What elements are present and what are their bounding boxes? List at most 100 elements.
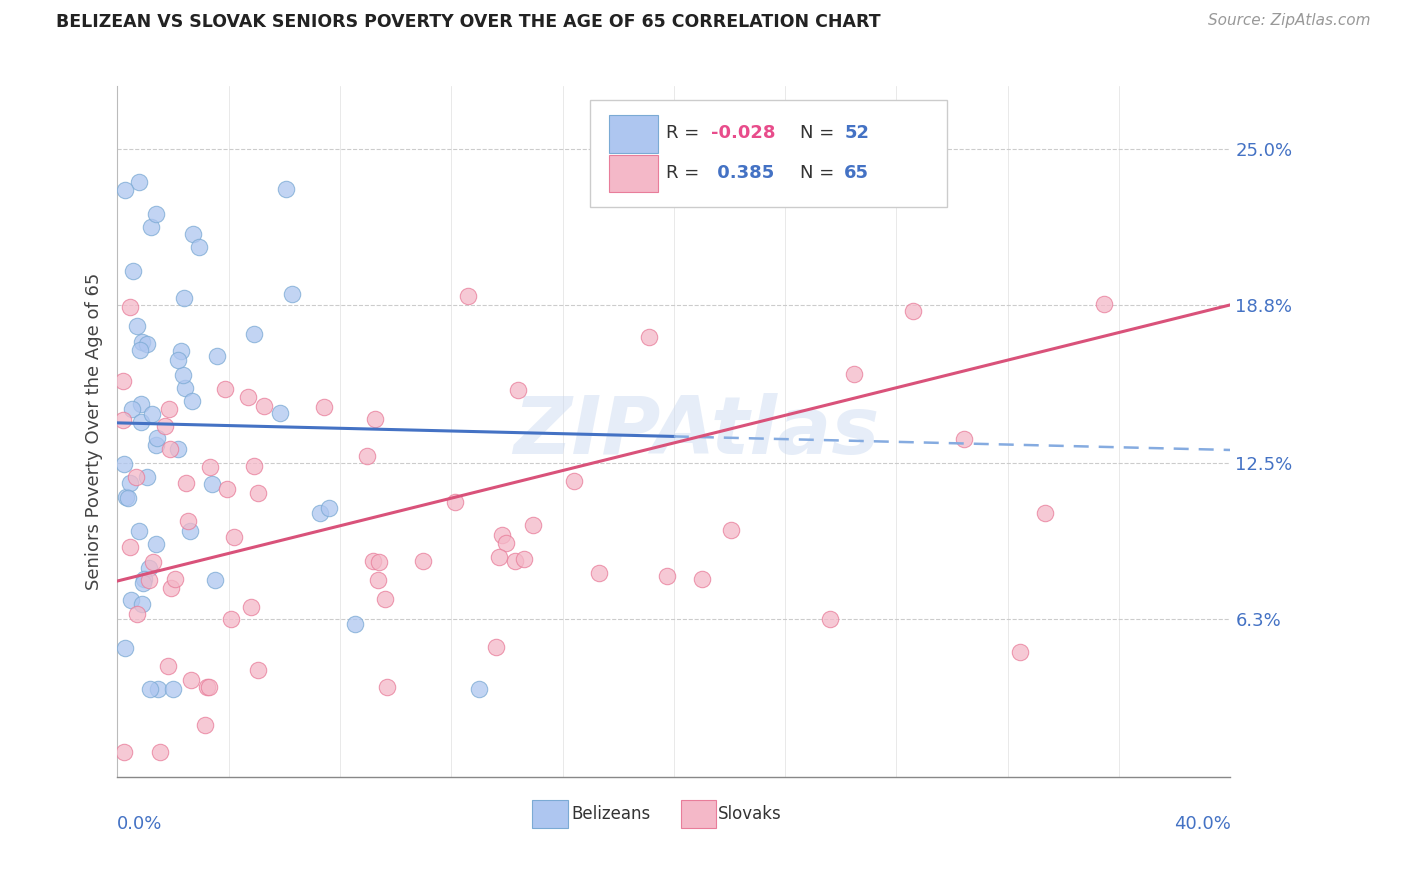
Point	[181, 394, 204, 409]
Point	[139, 681, 162, 696]
Point	[129, 396, 152, 410]
Point	[120, 475, 142, 490]
Point	[129, 415, 152, 429]
Text: 0.0%: 0.0%	[117, 814, 163, 832]
Point	[128, 175, 150, 189]
Point	[187, 240, 209, 254]
Point	[246, 486, 269, 500]
Point	[1010, 645, 1032, 659]
FancyBboxPatch shape	[609, 115, 658, 153]
Point	[128, 343, 150, 357]
FancyBboxPatch shape	[533, 800, 568, 828]
Point	[136, 470, 159, 484]
Text: 65: 65	[844, 164, 869, 182]
Point	[120, 593, 142, 607]
Point	[215, 482, 238, 496]
Point	[253, 399, 276, 413]
FancyBboxPatch shape	[681, 800, 716, 828]
Point	[820, 612, 842, 626]
Text: N =: N =	[800, 124, 839, 143]
Point	[162, 681, 184, 696]
Point	[149, 745, 172, 759]
Point	[114, 641, 136, 656]
Point	[356, 449, 378, 463]
Point	[165, 572, 187, 586]
Point	[167, 442, 190, 456]
Point	[243, 458, 266, 473]
Point	[309, 506, 332, 520]
Point	[903, 304, 925, 318]
Point	[343, 617, 366, 632]
Point	[488, 550, 510, 565]
Point	[131, 335, 153, 350]
Point	[274, 182, 297, 196]
Point	[111, 374, 134, 388]
Point	[112, 413, 135, 427]
Point	[131, 575, 153, 590]
Point	[842, 367, 865, 381]
Point	[134, 572, 156, 586]
Y-axis label: Seniors Poverty Over the Age of 65: Seniors Poverty Over the Age of 65	[86, 273, 103, 591]
Point	[224, 530, 246, 544]
Point	[491, 527, 513, 541]
Point	[318, 500, 340, 515]
Point	[367, 573, 389, 587]
Point	[312, 400, 335, 414]
Point	[173, 381, 195, 395]
Point	[125, 607, 148, 621]
Point	[198, 680, 221, 694]
Point	[363, 554, 385, 568]
Point	[179, 524, 201, 538]
FancyBboxPatch shape	[609, 154, 658, 192]
Point	[142, 555, 165, 569]
Point	[690, 572, 713, 586]
Point	[564, 474, 586, 488]
Point	[136, 336, 159, 351]
Point	[1033, 506, 1056, 520]
Point	[156, 658, 179, 673]
Text: BELIZEAN VS SLOVAK SENIORS POVERTY OVER THE AGE OF 65 CORRELATION CHART: BELIZEAN VS SLOVAK SENIORS POVERTY OVER …	[56, 13, 882, 31]
Point	[173, 291, 195, 305]
Point	[174, 475, 197, 490]
Text: Slovaks: Slovaks	[718, 805, 782, 823]
Text: -0.028: -0.028	[710, 124, 775, 143]
Point	[114, 183, 136, 197]
Point	[374, 591, 396, 606]
Point	[118, 540, 141, 554]
Point	[1092, 296, 1115, 310]
Point	[125, 469, 148, 483]
Point	[720, 524, 742, 538]
Point	[207, 350, 229, 364]
Point	[638, 330, 661, 344]
Text: N =: N =	[800, 164, 839, 182]
Text: Belizeans: Belizeans	[571, 805, 651, 823]
Text: 52: 52	[844, 124, 869, 143]
Point	[412, 554, 434, 568]
Point	[146, 431, 169, 445]
Point	[495, 536, 517, 550]
Point	[444, 494, 467, 508]
Point	[159, 581, 181, 595]
Point	[201, 477, 224, 491]
Point	[159, 442, 181, 456]
Point	[236, 390, 259, 404]
Point	[138, 573, 160, 587]
Point	[242, 326, 264, 341]
Point	[120, 300, 142, 314]
Point	[121, 402, 143, 417]
Point	[146, 681, 169, 696]
Point	[180, 673, 202, 687]
Point	[112, 457, 135, 471]
Point	[128, 524, 150, 539]
Point	[468, 681, 491, 696]
Point	[145, 207, 167, 221]
Point	[145, 537, 167, 551]
Point	[240, 599, 263, 614]
Point	[112, 745, 135, 759]
Point	[195, 680, 218, 694]
Point	[167, 352, 190, 367]
Point	[588, 566, 610, 580]
Point	[145, 438, 167, 452]
Text: R =: R =	[666, 124, 704, 143]
Text: 0.385: 0.385	[710, 164, 773, 182]
